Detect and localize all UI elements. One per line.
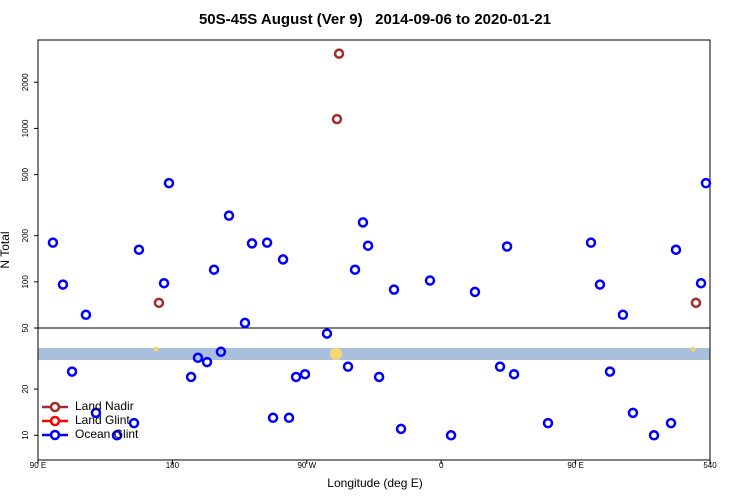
y-tick-label: 200: [21, 228, 30, 242]
point: [215, 346, 227, 358]
point: [239, 317, 251, 329]
y-tick-label: 50: [21, 323, 30, 332]
y-tick-label: 100: [21, 275, 30, 289]
point: [246, 238, 258, 249]
point: [158, 277, 170, 289]
point: [604, 366, 616, 377]
point: [627, 407, 639, 419]
plot-frame: [37, 39, 711, 461]
point: [594, 279, 606, 290]
legend-marker: [49, 401, 61, 413]
legend-label: Land Nadir: [75, 399, 134, 413]
y-tick-label: 1000: [21, 119, 30, 137]
x-tick-label: 180: [166, 461, 180, 470]
point: [342, 361, 354, 372]
x-axis-label: Longitude (deg E): [327, 476, 422, 490]
point: [690, 297, 702, 309]
point: [648, 430, 660, 441]
point: [277, 254, 289, 265]
point: [80, 309, 92, 321]
point: [585, 237, 597, 248]
x-tick-label: 90 E: [30, 461, 46, 470]
point: [321, 328, 333, 339]
point: [665, 417, 677, 429]
chart-title: 50S-45S August (Ver 9) 2014-09-06 to 202…: [199, 11, 551, 28]
point: [469, 286, 481, 298]
point: [290, 371, 302, 383]
point: [362, 240, 374, 251]
y-tick-label: 10: [21, 430, 30, 439]
legend-marker: [49, 415, 61, 427]
point: [494, 361, 506, 372]
point: [208, 264, 220, 275]
point: [299, 368, 311, 380]
point: [223, 210, 235, 221]
point: [357, 217, 369, 228]
legend-label: Ocean Glint: [75, 427, 139, 441]
point: [333, 48, 345, 59]
point: [133, 244, 145, 255]
marker-dot: [690, 346, 696, 352]
point: [670, 244, 682, 255]
point: [267, 412, 279, 424]
x-tick-label: 0: [439, 461, 444, 470]
point: [395, 423, 407, 435]
point: [617, 309, 629, 321]
point: [192, 352, 204, 364]
point: [373, 371, 385, 383]
point: [128, 417, 140, 429]
point: [201, 356, 213, 368]
point: [47, 237, 59, 248]
marker-dot: [153, 346, 159, 352]
point: [283, 412, 295, 424]
point: [111, 430, 123, 441]
point: [388, 284, 400, 295]
point: [445, 430, 457, 441]
point: [57, 279, 69, 290]
point: [185, 371, 197, 383]
point: [424, 275, 436, 286]
x-tick-label: 90 E: [567, 461, 583, 470]
band: [38, 348, 710, 360]
y-tick-label: 500: [21, 167, 30, 181]
point: [695, 277, 707, 289]
y-tick-label: 20: [21, 384, 30, 393]
legend-marker: [49, 429, 61, 441]
point: [163, 177, 175, 189]
point: [153, 297, 165, 309]
point: [542, 417, 554, 429]
y-axis-label: N Total: [0, 231, 12, 268]
y-tick-label: 2000: [21, 73, 30, 91]
legend-label: Land Glint: [75, 413, 130, 427]
point: [508, 368, 520, 380]
x-tick-label: 90 W: [297, 461, 316, 470]
point: [501, 241, 513, 252]
point: [349, 264, 361, 275]
point: [66, 366, 78, 377]
point: [700, 177, 712, 189]
point: [90, 407, 102, 419]
point: [331, 113, 343, 125]
x-tick-label: 540: [703, 461, 717, 470]
point: [261, 237, 273, 248]
marker-dot: [330, 348, 342, 360]
